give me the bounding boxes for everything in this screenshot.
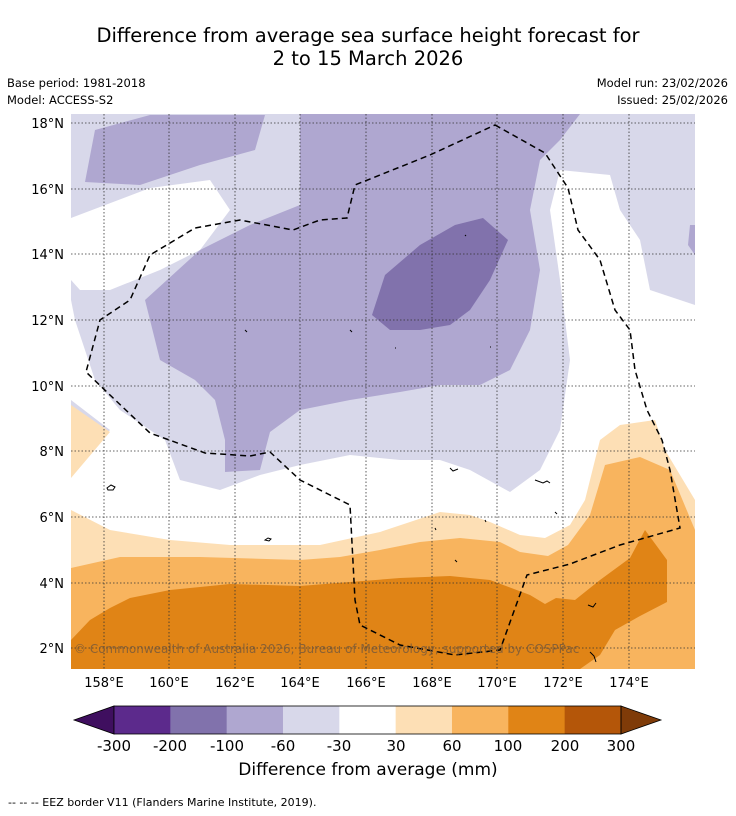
lon-label: 160°E: [149, 676, 189, 691]
lat-label: 12°N: [31, 314, 64, 329]
colorbar-bin: [114, 706, 171, 734]
lat-label: 14°N: [31, 248, 64, 263]
contour-plus100: [71, 530, 667, 669]
lon-label: 170°E: [477, 676, 517, 691]
colorbar-extend-low: [72, 705, 115, 735]
lon-label: 164°E: [280, 676, 320, 691]
colorbar-frame: [113, 705, 622, 735]
model-run: Model run: 23/02/2026: [596, 76, 728, 90]
colorbar-bin: [282, 706, 340, 734]
colorbar-title: Difference from average (mm): [238, 760, 498, 780]
colorbar-tick: -60: [271, 737, 296, 755]
lon-label: 172°E: [543, 676, 583, 691]
colorbar-tick: -100: [210, 737, 244, 755]
lon-label: 166°E: [346, 676, 386, 691]
eez-footnote: -- -- -- EEZ border V11 (Flanders Marine…: [8, 796, 317, 809]
lon-label: 158°E: [84, 676, 124, 691]
colorbar-tick: -30: [327, 737, 352, 755]
lat-label: 8°N: [40, 445, 65, 460]
title-line-2: 2 to 15 March 2026: [272, 47, 464, 70]
islands: [106, 234, 597, 663]
colorbar-bin: [339, 706, 397, 734]
colorbar-bin: [170, 706, 228, 734]
lon-label: 162°E: [215, 676, 255, 691]
lon-label: 174°E: [609, 676, 649, 691]
colorbar-tick: 200: [551, 737, 580, 755]
lat-label: 4°N: [40, 577, 65, 592]
colorbar-bin: [508, 706, 566, 734]
gridlines: [71, 114, 695, 669]
lat-label: 10°N: [31, 380, 64, 395]
eez-border: [85, 124, 681, 656]
contour-fields: © Commonwealth of Australia 2026, Bureau…: [71, 114, 695, 669]
colorbar-ticks: -300 -200 -100 -60 -30 30 60 100 200 300: [97, 737, 635, 755]
base-period: Base period: 1981-2018: [7, 76, 146, 90]
lat-label: 6°N: [40, 511, 65, 526]
model-name: Model: ACCESS-S2: [7, 93, 114, 107]
copyright-watermark: © Commonwealth of Australia 2026, Bureau…: [74, 642, 579, 656]
colorbar-tick: 300: [607, 737, 636, 755]
lat-label: 16°N: [31, 183, 64, 198]
colorbar: [72, 705, 663, 735]
longitude-axis: 158°E 160°E 162°E 164°E 166°E 168°E 170°…: [84, 676, 649, 691]
colorbar-bin: [564, 706, 622, 734]
title-line-1: Difference from average sea surface heig…: [96, 24, 640, 47]
latitude-axis: 18°N 16°N 14°N 12°N 10°N 8°N 6°N 4°N 2°N: [31, 117, 64, 657]
colorbar-extend-high: [620, 705, 663, 735]
lat-label: 2°N: [40, 642, 65, 657]
neutral-pocket: [71, 180, 230, 290]
lat-label: 18°N: [31, 117, 64, 132]
lon-label: 168°E: [412, 676, 452, 691]
colorbar-tick: 30: [386, 737, 405, 755]
colorbar-bin: [451, 706, 509, 734]
colorbar-tick: 100: [494, 737, 523, 755]
colorbar-tick: -300: [97, 737, 131, 755]
colorbar-bin: [226, 706, 284, 734]
contour-minus100: [372, 218, 508, 330]
colorbar-bin: [395, 706, 453, 734]
issued-date: Issued: 25/02/2026: [617, 93, 728, 107]
colorbar-tick: 60: [442, 737, 461, 755]
colorbar-tick: -200: [153, 737, 187, 755]
